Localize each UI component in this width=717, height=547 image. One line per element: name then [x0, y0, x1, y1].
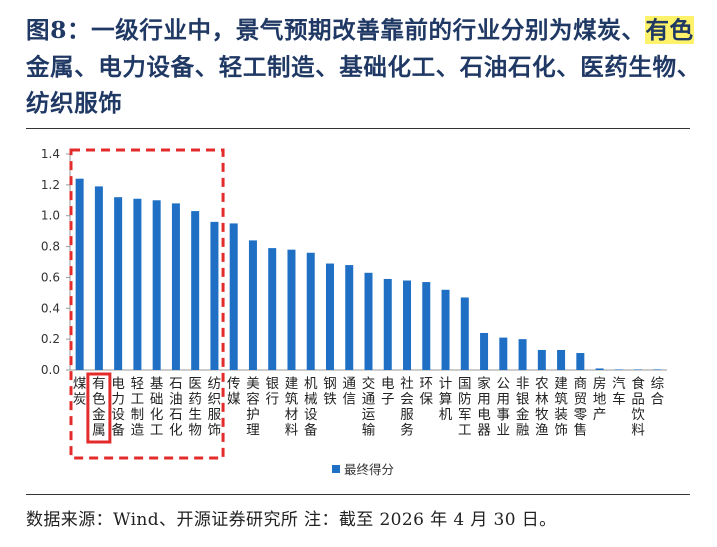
y-tick-label: 0.4: [41, 301, 60, 315]
bar: [210, 221, 219, 370]
bar: [345, 265, 354, 370]
category-label: 国防军工: [458, 376, 472, 439]
y-tick-label: 1.4: [41, 147, 60, 161]
category-label: 综合: [651, 376, 665, 408]
bar: [229, 223, 238, 370]
category-label: 计算机: [439, 376, 453, 423]
bar-chart: 0.0 0.2 0.4 0.6 0.8 1.0 1.2 1.4 煤炭有色金属电力设备轻工制造基础…: [41, 147, 667, 460]
category-label: 通信: [342, 376, 356, 408]
bar: [171, 203, 180, 370]
category-label: 食品饮料: [631, 375, 645, 439]
category-label: 电力设备: [111, 376, 125, 439]
category-label: 石油石化: [169, 376, 183, 439]
bar: [518, 339, 527, 370]
highlight-box-single: [86, 372, 112, 444]
category-label: 农林牧渔: [535, 376, 549, 439]
bar: [268, 248, 277, 370]
category-label: 非银金融: [516, 376, 530, 439]
category-label: 有色金属: [92, 376, 106, 439]
figure-title: 图8：一级行业中，景气预期改善靠前的行业分别为煤炭、有色金属、电力设备、轻工制造…: [26, 12, 701, 122]
category-label: 建筑材料: [285, 376, 299, 439]
bar: [499, 337, 508, 370]
y-tick-label: 0.6: [41, 270, 60, 284]
legend-swatch: [332, 464, 340, 473]
category-label: 银行: [265, 376, 279, 408]
title-highlight: 有色: [645, 16, 694, 44]
category-label: 房地产: [593, 376, 607, 423]
bar: [441, 289, 450, 370]
bar: [248, 240, 257, 370]
category-label: 环保: [420, 376, 434, 408]
chart-area: 0.0 0.2 0.4 0.6 0.8 1.0 1.2 1.4 煤炭 有色金属 电力设备 轻工制造 基础…: [0, 130, 717, 492]
top-rule: [26, 128, 690, 129]
category-label: 美容护理: [246, 376, 260, 439]
bar: [383, 278, 392, 370]
bar: [576, 353, 585, 370]
category-label: 社会服务: [400, 376, 414, 439]
source-note: 数据来源：Wind、开源证券研究所 注：截至 2026 年 4 月 30 日。: [26, 510, 557, 530]
bar: [422, 282, 431, 370]
bar: [557, 349, 566, 370]
y-tick-label: 0.0: [41, 363, 60, 377]
category-label: 家用电器: [477, 375, 491, 439]
category-label: 公用事业: [497, 376, 511, 439]
bar: [287, 249, 296, 370]
y-tick-label: 0.8: [41, 240, 60, 254]
bar: [114, 197, 123, 370]
category-label: 电子: [381, 376, 395, 408]
y-tick-label: 1.0: [41, 209, 60, 223]
title-prefix: 图8：一级行业中，景气预期改善靠前的行业分别为煤炭、: [26, 16, 646, 44]
legend-label: 最终得分: [344, 462, 395, 477]
bar: [595, 368, 604, 370]
category-label: 建筑装饰: [554, 376, 568, 439]
highlight-box-group: [69, 148, 225, 460]
bar: [152, 200, 161, 370]
category-label: 商贸零售: [574, 376, 588, 439]
bar: [191, 211, 200, 370]
legend: 最终得分: [332, 459, 394, 478]
category-label: 交通运输: [362, 375, 376, 439]
bar: [133, 198, 142, 370]
bar: [364, 272, 373, 370]
category-label: 轻工制造: [131, 376, 145, 439]
category-label: 钢铁: [323, 376, 337, 408]
category-label: 医药生物: [188, 376, 202, 439]
bar: [306, 252, 315, 370]
category-label: 基础化工: [150, 375, 164, 439]
y-tick-label: 1.2: [41, 178, 60, 192]
bar: [325, 263, 334, 370]
category-label: 纺织服饰: [208, 376, 222, 439]
bar: [94, 186, 103, 370]
bar: [460, 297, 469, 370]
category-label: 机械设备: [304, 376, 318, 439]
bar: [75, 178, 84, 370]
bar: [403, 280, 412, 370]
category-label: 传媒: [227, 376, 241, 408]
category-label: 煤炭: [73, 376, 87, 408]
y-tick-label: 0.2: [41, 332, 60, 346]
bar: [480, 332, 489, 370]
bar: [537, 349, 546, 370]
category-label: 汽车: [612, 376, 626, 408]
bottom-rule: [26, 494, 690, 495]
title-suffix: 金属、电力设备、轻工制造、基础化工、石油石化、医药生物、纺织服饰: [26, 52, 701, 118]
